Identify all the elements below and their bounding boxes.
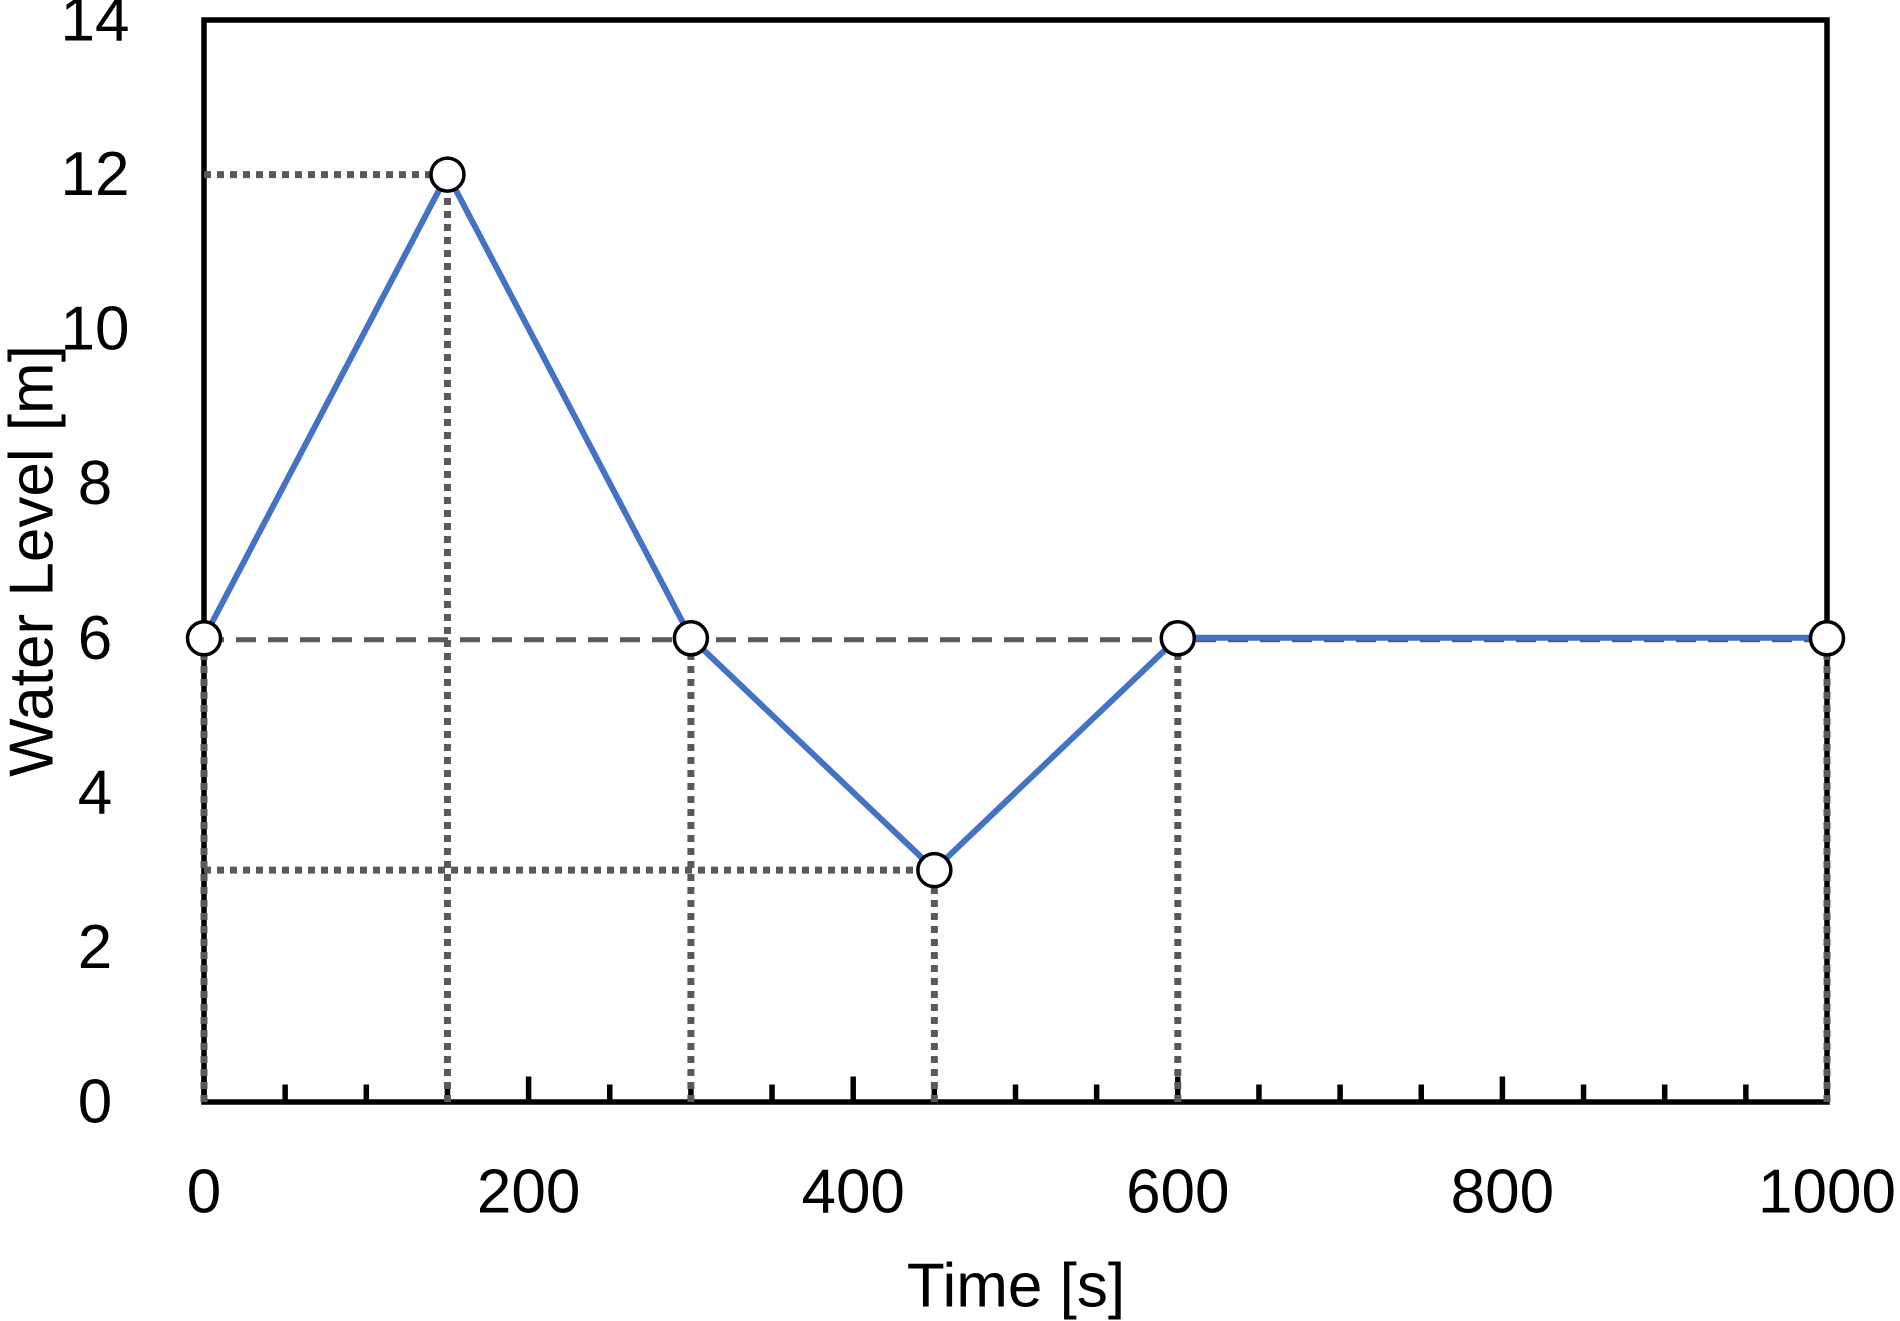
plot-border bbox=[201, 17, 1830, 1105]
y-tick-label: 14 bbox=[61, 0, 130, 55]
x-tick-label: 0 bbox=[187, 1158, 221, 1227]
x-tick-label: 1000 bbox=[1758, 1158, 1896, 1227]
x-tick-label: 800 bbox=[1451, 1158, 1554, 1227]
x-tick-label: 200 bbox=[477, 1158, 580, 1227]
y-tick-label: 2 bbox=[78, 913, 112, 982]
tick-labels: 0 200 400 600 800 1000 0 2 4 6 8 10 12 14 bbox=[61, 0, 1896, 1227]
data-markers bbox=[185, 156, 1846, 889]
data-point-marker bbox=[185, 620, 223, 657]
y-tick-label: 12 bbox=[61, 140, 130, 209]
data-point-marker bbox=[429, 156, 466, 193]
y-tick-label: 4 bbox=[78, 758, 112, 827]
y-tick-label: 6 bbox=[78, 604, 112, 673]
water-level-line bbox=[201, 171, 1830, 873]
x-tick-label: 600 bbox=[1126, 1158, 1229, 1227]
x-axis-title: Time [s] bbox=[907, 1252, 1125, 1321]
y-tick-label: 8 bbox=[78, 449, 112, 518]
series-line bbox=[201, 171, 1830, 873]
data-point-marker bbox=[1159, 620, 1197, 657]
y-tick-label: 10 bbox=[61, 295, 130, 364]
data-point-marker bbox=[916, 851, 953, 889]
data-point-marker bbox=[672, 620, 710, 657]
y-tick-label: 0 bbox=[78, 1068, 112, 1137]
data-point-marker bbox=[1808, 620, 1846, 657]
x-tick-label: 400 bbox=[801, 1158, 904, 1227]
y-axis-title: Water Level [m] bbox=[0, 345, 67, 777]
